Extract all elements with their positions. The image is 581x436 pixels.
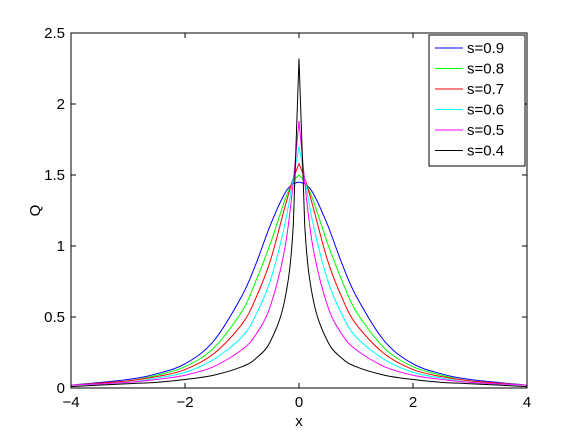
y-axis-label: Q xyxy=(27,205,44,217)
legend-label-2: s=0.8 xyxy=(467,61,504,78)
series-line-2 xyxy=(70,174,528,386)
y-tick-label: 0.5 xyxy=(44,309,65,326)
x-tick-label: −4 xyxy=(62,394,79,411)
legend-label-1: s=0.9 xyxy=(467,40,504,57)
legend-box xyxy=(428,34,526,167)
series-line-3 xyxy=(70,162,528,386)
y-tick-label: 1 xyxy=(57,238,65,255)
legend-label-3: s=0.7 xyxy=(467,81,504,98)
y-tick-label: 0 xyxy=(57,380,65,397)
x-tick-label: 0 xyxy=(295,394,303,411)
series-line-6 xyxy=(70,58,528,388)
legend-label-6: s=0.4 xyxy=(467,143,504,160)
x-tick-label: 2 xyxy=(409,394,417,411)
series-line-4 xyxy=(70,146,528,386)
x-tick-label: −2 xyxy=(176,394,193,411)
y-tick-label: 1.5 xyxy=(44,167,65,184)
legend-label-4: s=0.6 xyxy=(467,102,504,119)
series-group xyxy=(70,58,528,388)
ticks-group: −4 −2 0 2 4 0 0.5 1 1.5 2 2.5 xyxy=(44,25,531,411)
y-tick-label: 2 xyxy=(57,96,65,113)
series-line-1 xyxy=(70,181,528,386)
x-tick-label: 4 xyxy=(523,394,531,411)
legend: s=0.9 s=0.8 s=0.7 s=0.6 s=0.5 s=0.4 xyxy=(428,34,526,167)
x-axis-label: x xyxy=(295,413,303,430)
y-tick-label: 2.5 xyxy=(44,25,65,42)
series-line-5 xyxy=(70,120,528,386)
legend-label-5: s=0.5 xyxy=(467,122,504,139)
